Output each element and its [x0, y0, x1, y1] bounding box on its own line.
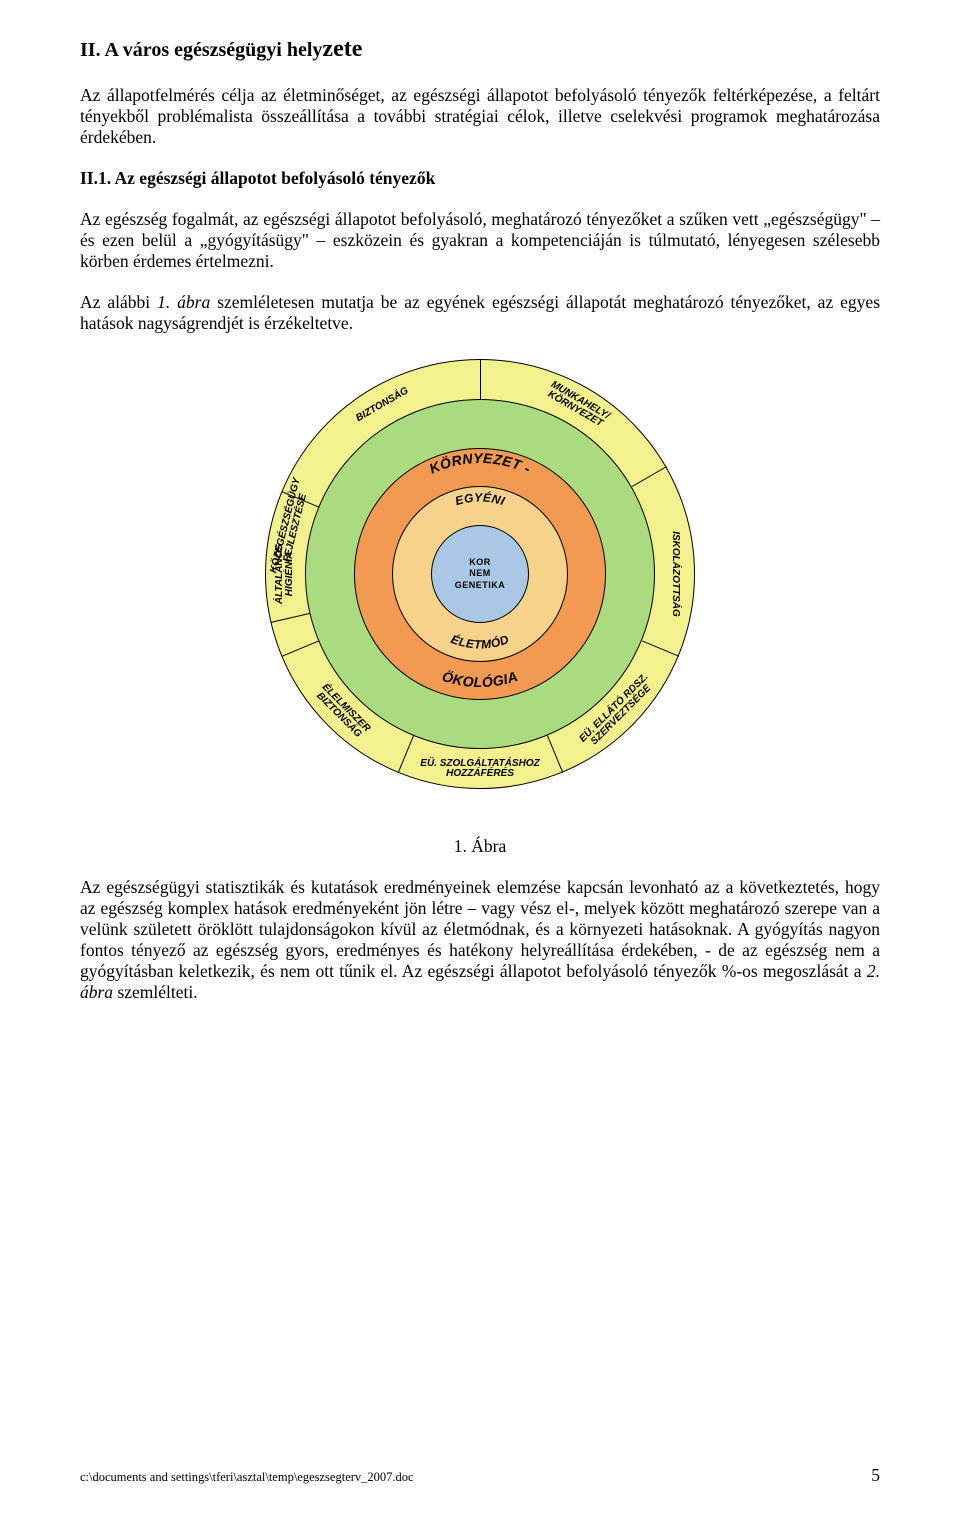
page-footer: c:\documents and settings\tferi\asztal\t… [80, 1465, 880, 1486]
figure-wrap: KORNEMGENETIKA EGYÉNIÉLETMÓDKÖRNYEZET -Ö… [80, 354, 880, 794]
title-prefix: II. A város egészségügyi hely [80, 39, 322, 61]
page-title: II. A város egészségügyi helyzete [80, 36, 880, 63]
summary-paragraph: Az egészségügyi statisztikák és kutatáso… [80, 877, 880, 1003]
svg-text:ÉLETMÓD: ÉLETMÓD [449, 631, 511, 652]
svg-text:KÖRNYEZET -: KÖRNYEZET - [427, 450, 534, 477]
page-number: 5 [871, 1465, 880, 1486]
para3-italic: 1. ábra [157, 292, 210, 312]
footer-path: c:\documents and settings\tferi\asztal\t… [80, 1470, 414, 1485]
ring-divider [480, 359, 481, 399]
section-subhead: II.1. Az egészségi állapotot befolyásoló… [80, 168, 880, 189]
intro-paragraph-2: Az egészség fogalmát, az egészségi állap… [80, 209, 880, 272]
intro-paragraph-3: Az alábbi 1. ábra szemléletesen mutatja … [80, 292, 880, 334]
arc-labels-svg: EGYÉNI ÉLETMÓD KÖRNYEZET - ÖKOLÓGIA [260, 354, 700, 794]
para4-pre: Az egészségügyi statisztikák és kutatáso… [80, 877, 880, 981]
title-suffix: zete [322, 36, 362, 62]
svg-text:ÖKOLÓGIA: ÖKOLÓGIA [440, 668, 520, 690]
para3-pre: Az alábbi [80, 292, 157, 312]
health-factors-diagram: KORNEMGENETIKA EGYÉNIÉLETMÓDKÖRNYEZET -Ö… [260, 354, 700, 794]
figure-caption: 1. Ábra [80, 836, 880, 857]
intro-paragraph-1: Az állapotfelmérés célja az életminősége… [80, 85, 880, 148]
svg-text:EGYÉNI: EGYÉNI [454, 489, 507, 508]
para4-post: szemlélteti. [113, 982, 198, 1002]
